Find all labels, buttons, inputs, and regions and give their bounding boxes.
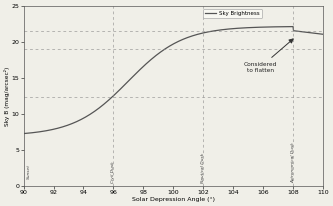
Text: Nautical Dusk: Nautical Dusk: [201, 153, 205, 183]
Text: Civil Dusk: Civil Dusk: [112, 161, 116, 183]
Legend: Sky Brightness: Sky Brightness: [203, 9, 262, 18]
Text: Considered
to flatten: Considered to flatten: [243, 39, 293, 73]
Text: Sunset: Sunset: [27, 164, 31, 179]
X-axis label: Solar Depression Angle (°): Solar Depression Angle (°): [132, 197, 215, 202]
Text: Astronomical Dusk: Astronomical Dusk: [291, 142, 295, 183]
Y-axis label: Sky B (mag/arcsec²): Sky B (mag/arcsec²): [4, 67, 10, 126]
